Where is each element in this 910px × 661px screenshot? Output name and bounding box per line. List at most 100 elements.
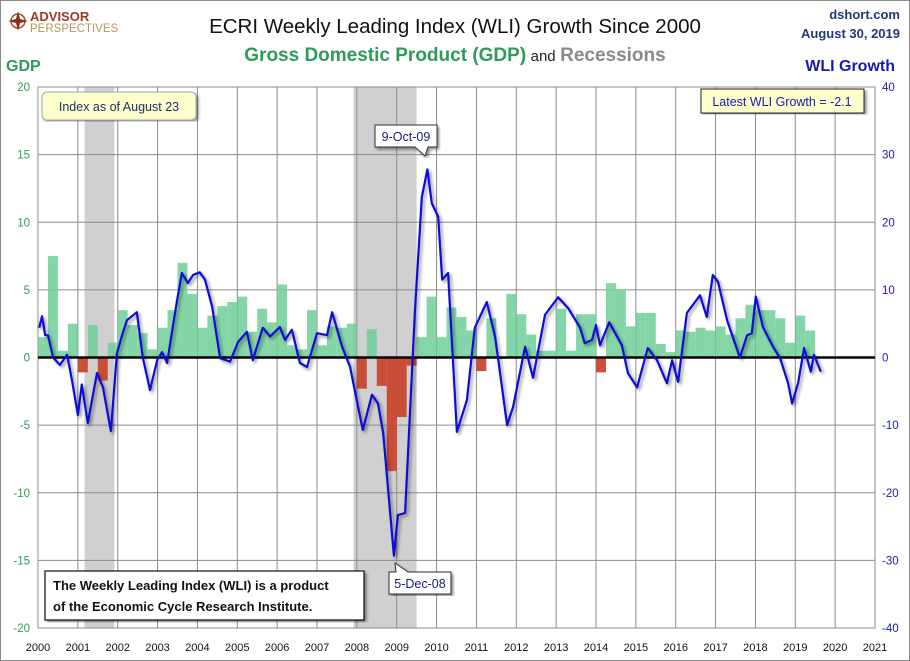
gdp-bar bbox=[87, 325, 98, 358]
left-tick-label: -5 bbox=[20, 420, 30, 432]
gdp-bar bbox=[516, 314, 527, 358]
left-tick-label: 15 bbox=[17, 150, 30, 162]
subtitle-recessions: Recessions bbox=[560, 45, 666, 66]
gdp-bar bbox=[277, 284, 288, 358]
axis-ticks: 20151050-5-10-15-20403020100-10-20-30-40… bbox=[13, 82, 898, 654]
gdp-bar bbox=[665, 352, 676, 358]
source-note-line2: of the Economic Cycle Research Institute… bbox=[53, 599, 312, 614]
trough-label: 5-Dec-08 bbox=[394, 577, 445, 591]
gdp-bar bbox=[456, 316, 467, 358]
x-tick-label: 2011 bbox=[465, 642, 489, 654]
gdp-bar bbox=[795, 315, 806, 358]
x-tick-label: 2021 bbox=[863, 642, 887, 654]
x-tick-label: 2007 bbox=[305, 642, 329, 654]
gdp-bar bbox=[107, 342, 118, 358]
gdp-bar bbox=[346, 323, 357, 358]
gdp-bar bbox=[695, 327, 706, 358]
gdp-bar bbox=[546, 350, 557, 358]
gdp-bar bbox=[157, 327, 168, 358]
gdp-bar bbox=[615, 289, 626, 358]
left-tick-label: 5 bbox=[24, 285, 30, 297]
x-tick-label: 2001 bbox=[66, 642, 90, 654]
gdp-bar bbox=[556, 308, 567, 358]
compass-icon bbox=[8, 11, 28, 31]
source-note-line1: The Weekly Leading Index (WLI) is a prod… bbox=[53, 578, 329, 593]
right-tick-label: -10 bbox=[882, 420, 899, 432]
right-axis-title: WLI Growth bbox=[805, 58, 895, 75]
gdp-bar bbox=[147, 349, 158, 358]
gdp-bar bbox=[177, 262, 188, 358]
gdp-bar bbox=[735, 318, 746, 358]
gdp-bar bbox=[127, 325, 138, 358]
gdp-bar bbox=[476, 357, 487, 372]
right-tick-label: 40 bbox=[882, 82, 895, 94]
gdp-bar bbox=[645, 312, 656, 358]
trough-callout bbox=[388, 561, 452, 595]
right-tick-label: 20 bbox=[882, 217, 895, 229]
gdp-bar bbox=[536, 350, 547, 358]
x-tick-label: 2002 bbox=[105, 642, 129, 654]
gdp-bar bbox=[77, 357, 88, 373]
x-tick-label: 2005 bbox=[225, 642, 249, 654]
gdp-bar bbox=[376, 357, 387, 386]
gdp-bar bbox=[307, 310, 317, 358]
gdp-bar bbox=[386, 357, 397, 472]
gdp-bar bbox=[187, 293, 198, 358]
gdp-bar bbox=[605, 283, 616, 358]
left-axis-title: GDP bbox=[6, 58, 41, 75]
subtitle-gdp: Gross Domestic Product (GDP) bbox=[244, 45, 526, 66]
gdp-bar bbox=[715, 326, 726, 358]
latest-wli-box bbox=[700, 88, 865, 114]
gdp-bar bbox=[705, 330, 716, 358]
right-tick-label: 10 bbox=[882, 285, 895, 297]
x-tick-label: 2012 bbox=[504, 642, 528, 654]
gdp-bar bbox=[267, 322, 278, 358]
gdp-bar bbox=[466, 330, 477, 358]
gdp-bar bbox=[237, 296, 248, 358]
gdp-bar bbox=[297, 349, 308, 358]
peak-label: 9-Oct-09 bbox=[382, 130, 431, 144]
gdp-bar bbox=[655, 343, 666, 358]
gdp-bar bbox=[805, 330, 816, 358]
gdp-bar bbox=[785, 342, 796, 358]
gdp-bar bbox=[57, 350, 68, 358]
gdp-bar bbox=[755, 310, 766, 358]
right-tick-label: -30 bbox=[882, 555, 899, 567]
x-tick-label: 2018 bbox=[743, 642, 767, 654]
gdp-bar bbox=[287, 345, 298, 358]
gdp-bar bbox=[97, 357, 108, 381]
x-tick-label: 2000 bbox=[26, 642, 50, 654]
wli-growth-line bbox=[38, 168, 822, 557]
gdp-bar bbox=[197, 327, 208, 358]
gdp-bar bbox=[356, 357, 367, 389]
gdp-bar bbox=[765, 310, 776, 358]
x-tick-label: 2020 bbox=[823, 642, 847, 654]
left-tick-label: -20 bbox=[13, 623, 30, 635]
wli-line-group bbox=[38, 168, 822, 557]
left-tick-label: 10 bbox=[17, 217, 30, 229]
x-tick-label: 2004 bbox=[185, 642, 209, 654]
gdp-bar bbox=[416, 337, 427, 358]
logo-text-top: ADVISOR bbox=[30, 9, 90, 24]
right-tick-label: -40 bbox=[882, 623, 899, 635]
site-label: dshort.com bbox=[829, 7, 900, 22]
gdp-bar bbox=[675, 330, 686, 358]
gdp-bar bbox=[396, 357, 407, 418]
gdp-bars bbox=[38, 256, 816, 472]
advisor-perspectives-logo: ADVISOR PERSPECTIVES bbox=[8, 9, 119, 35]
gdp-bar bbox=[576, 314, 587, 358]
subtitle-and: and bbox=[531, 48, 556, 65]
chart-title: ECRI Weekly Leading Index (WLI) Growth S… bbox=[209, 15, 701, 38]
gdp-bar bbox=[326, 326, 337, 358]
gdp-bar bbox=[586, 314, 596, 358]
left-tick-label: -10 bbox=[13, 488, 30, 500]
right-tick-label: 30 bbox=[882, 150, 895, 162]
x-tick-label: 2019 bbox=[783, 642, 807, 654]
right-tick-label: 0 bbox=[882, 353, 888, 365]
gdp-bar bbox=[317, 345, 327, 358]
gdp-bar bbox=[775, 318, 786, 358]
date-label: August 30, 2019 bbox=[801, 26, 900, 41]
gdp-bar bbox=[67, 323, 78, 358]
gdp-bar bbox=[635, 312, 646, 358]
